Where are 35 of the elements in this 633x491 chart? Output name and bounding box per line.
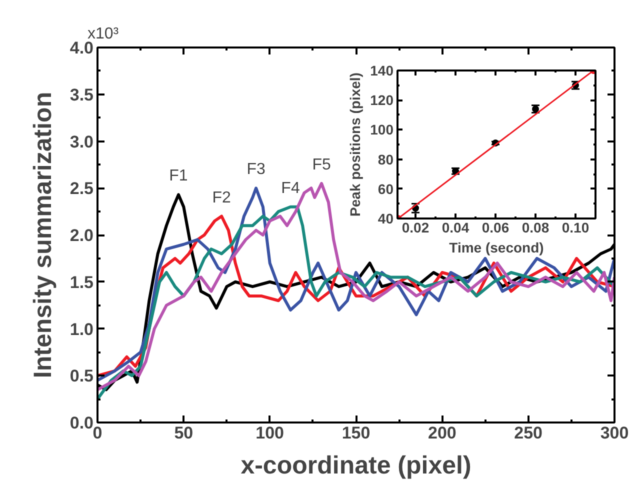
x-tick-label: 0 xyxy=(92,424,102,442)
x-tick-label: 300 xyxy=(600,424,629,442)
annotation: F5 xyxy=(312,156,331,174)
y-tick-label: 1.0 xyxy=(70,320,94,339)
y-tick-label: 3.0 xyxy=(70,132,94,152)
y-tick-label: 60 xyxy=(378,180,394,197)
annotation: F1 xyxy=(169,168,188,185)
x-tick-label: 50 xyxy=(174,424,194,442)
y-tick-label: 3.5 xyxy=(70,85,94,104)
y-tick-label: 0.0 xyxy=(70,414,94,432)
x-tick-label: 200 xyxy=(428,424,456,442)
y-tick-label: 0.5 xyxy=(70,366,94,386)
y-tick-label: 120 xyxy=(370,92,394,108)
x-tick-label: 250 xyxy=(514,424,543,442)
x-tick-label: 0.08 xyxy=(522,220,550,236)
annotation: F4 xyxy=(281,180,300,197)
y-tick-label: 100 xyxy=(370,122,394,138)
x-axis-title: x-coordinate (pixel) xyxy=(240,452,472,480)
x-tick-label: 0.06 xyxy=(482,220,510,236)
x-tick-label: 0.10 xyxy=(562,220,590,236)
y-tick-label: 80 xyxy=(378,151,394,168)
x-axis-title: Time (second) xyxy=(449,240,544,256)
y-axis-title: Intensity summarization xyxy=(28,92,57,378)
x-tick-label: 0.02 xyxy=(402,220,430,236)
annotation: F3 xyxy=(246,161,266,178)
y-axis-title: Peak positions (pixel) xyxy=(347,72,364,216)
x-tick-label: 0.04 xyxy=(442,220,470,236)
x-tick-label: 150 xyxy=(342,424,370,442)
y-tick-label: 40 xyxy=(378,210,394,226)
y-tick-label: 2.5 xyxy=(70,179,94,198)
annotation: F2 xyxy=(212,189,232,206)
x-tick-label: 100 xyxy=(256,424,284,442)
y-tick-label: 140 xyxy=(370,62,394,78)
y-tick-label: 2.0 xyxy=(70,226,94,245)
y-tick-label: 1.5 xyxy=(70,272,94,292)
